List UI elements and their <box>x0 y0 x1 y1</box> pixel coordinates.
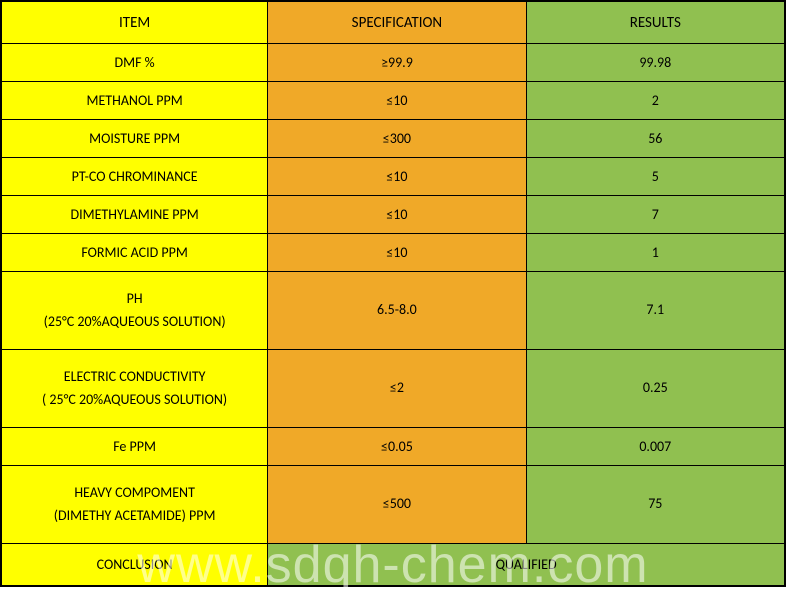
cell-result: 7 <box>526 196 784 234</box>
table-row: PT-CO CHROMINANCE ≤10 5 <box>2 158 785 196</box>
conclusion-value: QUALIFIED <box>268 544 785 586</box>
table-row: DMF % ≥99.9 99.98 <box>2 44 785 82</box>
cell-spec: ≤2 <box>268 350 526 428</box>
cell-item-line1: HEAVY COMPOMENT <box>74 484 195 501</box>
cell-item-line2: ( 25°C 20%AQUEOUS SOLUTION) <box>42 391 227 408</box>
table-row: FORMIC ACID PPM ≤10 1 <box>2 234 785 272</box>
conclusion-label: CONCLUSION <box>2 544 268 586</box>
cell-item: ELECTRIC CONDUCTIVITY ( 25°C 20%AQUEOUS … <box>2 350 268 428</box>
cell-item: FORMIC ACID PPM <box>2 234 268 272</box>
cell-item: PT-CO CHROMINANCE <box>2 158 268 196</box>
cell-item: HEAVY COMPOMENT (DIMETHY ACETAMIDE) PPM <box>2 466 268 544</box>
table-row: MOISTURE PPM ≤300 56 <box>2 120 785 158</box>
cell-result: 0.25 <box>526 350 784 428</box>
cell-item-line1: PH <box>127 290 143 307</box>
cell-result: 56 <box>526 120 784 158</box>
cell-spec: ≤10 <box>268 196 526 234</box>
cell-result: 5 <box>526 158 784 196</box>
table-conclusion-row: CONCLUSION QUALIFIED <box>2 544 785 586</box>
table-row: DIMETHYLAMINE PPM ≤10 7 <box>2 196 785 234</box>
table-row: ELECTRIC CONDUCTIVITY ( 25°C 20%AQUEOUS … <box>2 350 785 428</box>
cell-result: 2 <box>526 82 784 120</box>
spec-table-container: ITEM SPECIFICATION RESULTS DMF % ≥99.9 9… <box>0 0 786 587</box>
cell-item: DIMETHYLAMINE PPM <box>2 196 268 234</box>
table-header-row: ITEM SPECIFICATION RESULTS <box>2 2 785 44</box>
cell-item: DMF % <box>2 44 268 82</box>
table-row: PH (25°C 20%AQUEOUS SOLUTION) 6.5-8.0 7.… <box>2 272 785 350</box>
cell-item-line2: (25°C 20%AQUEOUS SOLUTION) <box>44 313 226 330</box>
cell-item: METHANOL PPM <box>2 82 268 120</box>
table-row: HEAVY COMPOMENT (DIMETHY ACETAMIDE) PPM … <box>2 466 785 544</box>
cell-result: 75 <box>526 466 784 544</box>
table-row: METHANOL PPM ≤10 2 <box>2 82 785 120</box>
cell-item: Fe PPM <box>2 428 268 466</box>
cell-spec: ≤10 <box>268 234 526 272</box>
spec-table: ITEM SPECIFICATION RESULTS DMF % ≥99.9 9… <box>1 1 785 586</box>
cell-spec: ≤10 <box>268 158 526 196</box>
cell-spec: ≤500 <box>268 466 526 544</box>
cell-item: PH (25°C 20%AQUEOUS SOLUTION) <box>2 272 268 350</box>
table-row: Fe PPM ≤0.05 0.007 <box>2 428 785 466</box>
cell-item: MOISTURE PPM <box>2 120 268 158</box>
cell-spec: ≥99.9 <box>268 44 526 82</box>
header-spec: SPECIFICATION <box>268 2 526 44</box>
cell-spec: ≤0.05 <box>268 428 526 466</box>
cell-result: 7.1 <box>526 272 784 350</box>
cell-spec: 6.5-8.0 <box>268 272 526 350</box>
cell-spec: ≤300 <box>268 120 526 158</box>
cell-result: 99.98 <box>526 44 784 82</box>
cell-result: 1 <box>526 234 784 272</box>
cell-result: 0.007 <box>526 428 784 466</box>
cell-item-line1: ELECTRIC CONDUCTIVITY <box>64 368 206 385</box>
cell-spec: ≤10 <box>268 82 526 120</box>
header-item: ITEM <box>2 2 268 44</box>
cell-item-line2: (DIMETHY ACETAMIDE) PPM <box>54 507 216 524</box>
header-results: RESULTS <box>526 2 784 44</box>
